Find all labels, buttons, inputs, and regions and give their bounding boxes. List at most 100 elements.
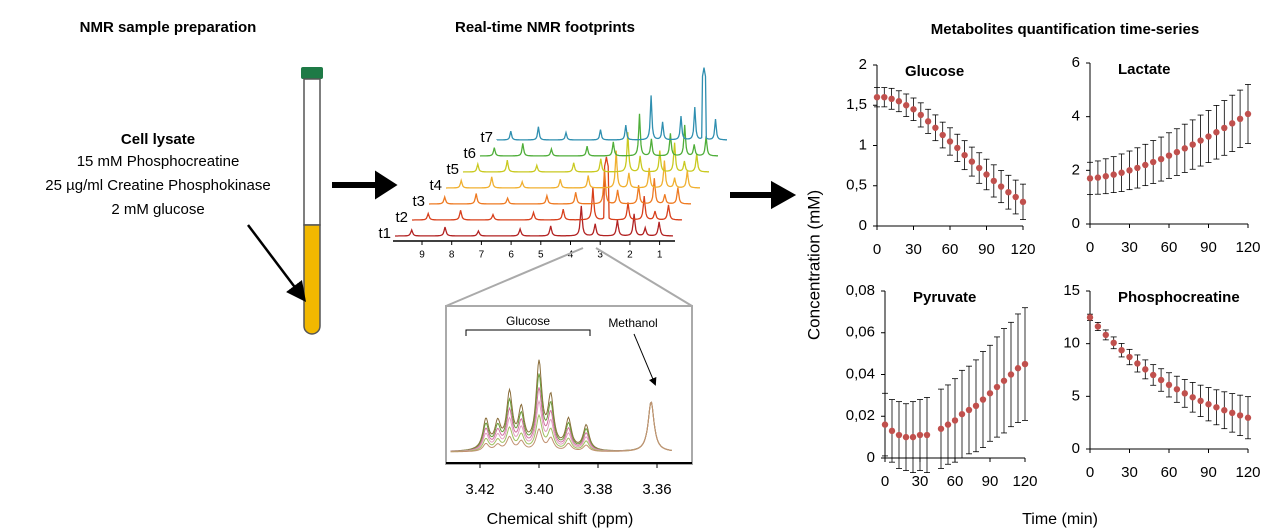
trace-label: t1 bbox=[378, 225, 391, 242]
trace-label: t5 bbox=[446, 161, 459, 178]
inset-trace bbox=[450, 401, 672, 453]
data-point bbox=[979, 396, 987, 403]
prep-line: 25 µg/ml Creatine Phosphokinase bbox=[45, 177, 270, 194]
y-tick-label: 1 bbox=[859, 136, 867, 153]
data-point bbox=[932, 124, 939, 131]
data-point bbox=[1236, 115, 1244, 123]
y-tick-label: 10 bbox=[1063, 335, 1080, 352]
tick-label: 3.40 bbox=[524, 481, 553, 498]
y-tick-label: 0,04 bbox=[846, 365, 875, 382]
x-tick-label: 30 bbox=[1121, 464, 1138, 481]
data-point bbox=[1181, 390, 1189, 397]
x-tick-label: 0 bbox=[1086, 464, 1094, 481]
tick-label: 4 bbox=[568, 250, 574, 261]
x-tick-label: 90 bbox=[1200, 464, 1217, 481]
y-tick-label: 5 bbox=[1072, 387, 1080, 404]
data-point bbox=[993, 383, 1001, 391]
data-point bbox=[916, 431, 924, 439]
prep-line: 2 mM glucose bbox=[111, 201, 204, 218]
data-point bbox=[881, 421, 889, 428]
trace-label: t6 bbox=[463, 145, 476, 162]
data-point bbox=[924, 118, 932, 125]
data-point bbox=[951, 417, 959, 424]
x-tick-label: 90 bbox=[978, 241, 995, 258]
data-point bbox=[1229, 120, 1236, 127]
x-tick-label: 0 bbox=[1086, 239, 1094, 256]
y-axis-label: Concentration (mM) bbox=[804, 190, 823, 340]
data-point bbox=[946, 138, 954, 145]
tick-label: 3.42 bbox=[465, 481, 494, 498]
y-tick-label: 0,02 bbox=[846, 407, 875, 424]
x-tick-label: 120 bbox=[1235, 464, 1260, 481]
y-tick-label: 0,5 bbox=[846, 177, 867, 194]
trace-label: t2 bbox=[395, 209, 408, 226]
data-point bbox=[972, 402, 980, 410]
y-tick-label: 1,5 bbox=[846, 96, 867, 113]
data-point bbox=[1181, 145, 1189, 152]
data-point bbox=[939, 131, 946, 139]
data-point bbox=[1110, 339, 1117, 347]
data-point bbox=[895, 431, 903, 439]
data-point bbox=[1150, 371, 1157, 379]
data-point bbox=[968, 158, 976, 165]
chart-title: Glucose bbox=[905, 63, 964, 80]
data-point bbox=[1150, 158, 1157, 166]
data-point bbox=[1102, 173, 1110, 180]
data-point bbox=[1142, 161, 1149, 169]
x-tick-label: 60 bbox=[947, 473, 964, 490]
tick-label: 7 bbox=[479, 250, 485, 261]
footprints-title: Real-time NMR footprints bbox=[455, 19, 635, 36]
data-point bbox=[1244, 110, 1252, 118]
tick-label: 1 bbox=[657, 250, 663, 261]
spectrum-trace bbox=[412, 156, 683, 221]
data-point bbox=[976, 164, 983, 172]
data-point bbox=[1126, 167, 1133, 174]
data-point bbox=[1173, 386, 1181, 393]
x-axis-label: Time (min) bbox=[1022, 511, 1098, 528]
prep-heading: Cell lysate bbox=[121, 131, 195, 148]
data-point bbox=[909, 433, 917, 441]
data-point bbox=[1000, 377, 1008, 384]
chart-title: Phosphocreatine bbox=[1118, 289, 1240, 306]
arrow bbox=[730, 180, 797, 210]
data-point bbox=[910, 106, 917, 113]
spectrum-trace bbox=[395, 205, 673, 237]
data-point bbox=[1134, 360, 1141, 367]
data-point bbox=[1086, 314, 1094, 321]
prep-line: 15 mM Phosphocreatine bbox=[77, 153, 240, 170]
spectrum-trace bbox=[496, 67, 727, 141]
glucose-bracket bbox=[465, 329, 591, 336]
data-point bbox=[888, 427, 896, 435]
y-tick-label: 15 bbox=[1063, 282, 1080, 299]
y-tick-label: 0,08 bbox=[846, 282, 875, 299]
y-tick-label: 2 bbox=[1072, 161, 1080, 178]
data-point bbox=[1213, 404, 1220, 411]
data-point bbox=[1189, 394, 1196, 401]
prep-title: NMR sample preparation bbox=[80, 19, 257, 36]
data-point bbox=[917, 111, 924, 119]
y-tick-label: 0 bbox=[1072, 440, 1080, 457]
x-tick-label: 90 bbox=[982, 473, 999, 490]
annotation-arrow bbox=[633, 333, 657, 386]
data-point bbox=[1094, 174, 1102, 181]
data-point bbox=[1157, 376, 1165, 384]
chart-title: Lactate bbox=[1118, 61, 1171, 78]
x-tick-label: 0 bbox=[873, 241, 881, 258]
tick-label: 5 bbox=[538, 250, 544, 261]
data-point bbox=[1165, 152, 1173, 159]
data-point bbox=[1205, 133, 1212, 140]
data-point bbox=[937, 425, 945, 432]
y-tick-label: 0 bbox=[1072, 215, 1080, 232]
x-tick-label: 60 bbox=[1161, 464, 1178, 481]
y-tick-label: 0 bbox=[859, 217, 867, 234]
data-point bbox=[881, 94, 888, 101]
x-tick-label: 30 bbox=[912, 473, 929, 490]
data-point bbox=[1094, 323, 1102, 330]
y-tick-label: 0 bbox=[867, 449, 875, 466]
x-tick-label: 90 bbox=[1200, 239, 1217, 256]
inset-annotation: Methanol bbox=[608, 316, 657, 330]
data-point bbox=[1102, 331, 1110, 339]
data-point bbox=[1021, 360, 1029, 368]
data-point bbox=[1157, 155, 1165, 163]
